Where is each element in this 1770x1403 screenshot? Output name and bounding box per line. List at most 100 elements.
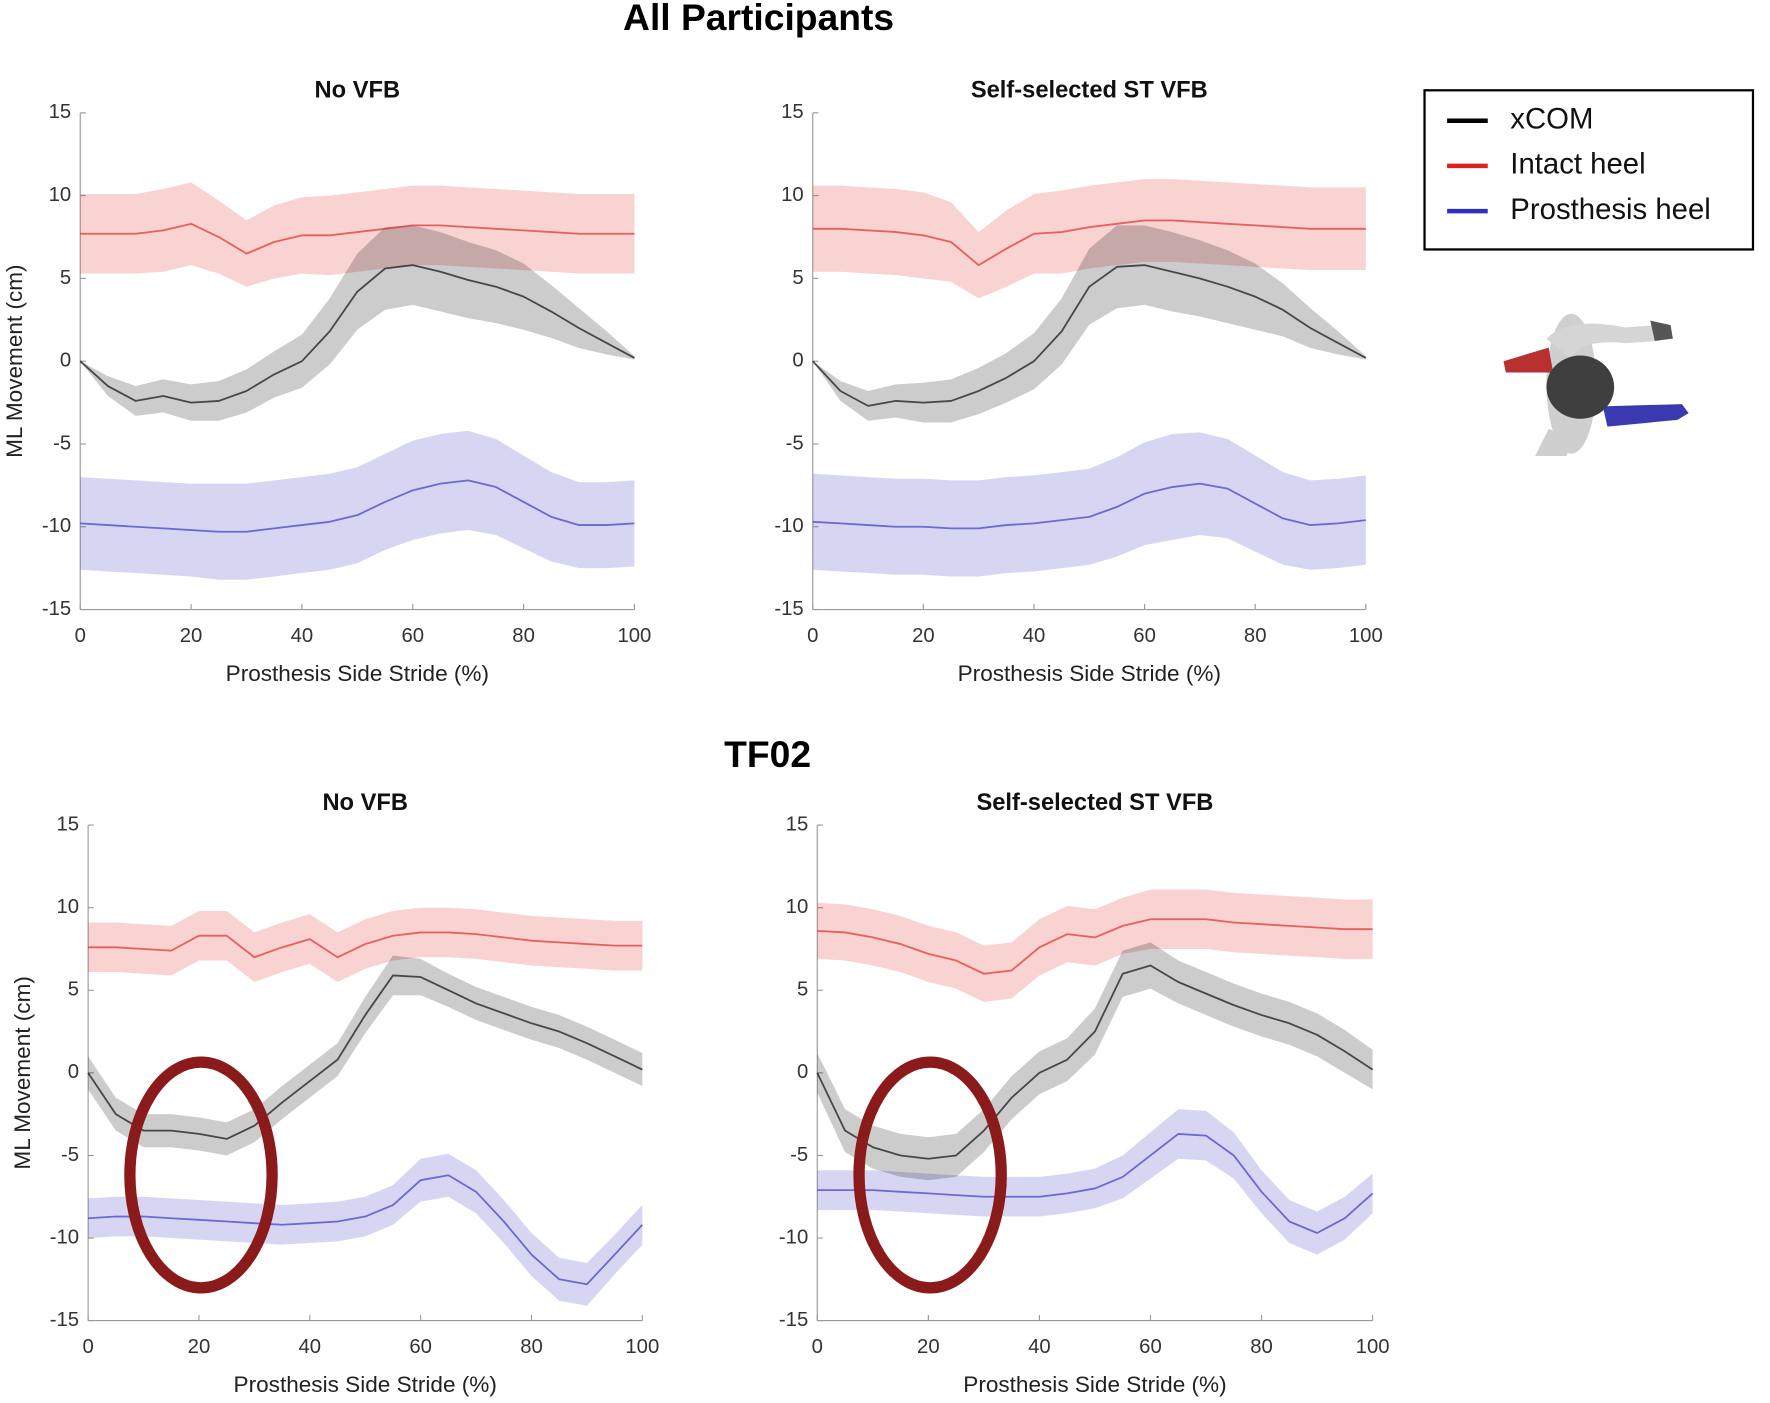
x-axis-label: Prosthesis Side Stride (%): [963, 1372, 1226, 1397]
subplot-title: No VFB: [322, 790, 408, 816]
icon-hand: [1650, 320, 1673, 341]
mean-line: [88, 1174, 643, 1286]
y-tick-label: -15: [779, 1309, 808, 1331]
y-tick-label: -10: [42, 515, 71, 537]
y-tick-label: 10: [57, 896, 80, 918]
x-tick-label: 80: [1244, 625, 1267, 647]
x-tick-label: 0: [807, 625, 818, 647]
y-tick-label: 5: [60, 267, 71, 289]
icon-head: [1546, 355, 1615, 419]
x-tick-label: 80: [1250, 1336, 1273, 1358]
x-tick-label: 60: [409, 1336, 432, 1358]
sd-band: [812, 432, 1366, 577]
mean-line: [812, 219, 1366, 267]
sd-band: [817, 942, 1373, 1181]
y-tick-label: 15: [57, 813, 80, 835]
y-tick-label: 5: [792, 267, 803, 289]
subplot: -15 -10 -5 0 5 10 15 0 20 40 60 80 100 No VFB Prosthes…: [2, 78, 652, 686]
y-tick-label: -5: [786, 432, 804, 454]
x-tick-label: 100: [1349, 625, 1383, 647]
icon-intact-leg: [1503, 347, 1554, 373]
y-tick-label: 15: [49, 101, 72, 123]
sd-band: [817, 1109, 1373, 1255]
y-tick-label: -15: [50, 1309, 79, 1331]
legend-box: [1423, 89, 1755, 251]
x-tick-label: 40: [299, 1336, 322, 1358]
x-tick-label: 40: [1028, 1336, 1051, 1358]
y-tick-label: -5: [790, 1144, 808, 1166]
y-tick-label: -10: [50, 1226, 79, 1248]
legend-label: Prosthesis heel: [1510, 193, 1711, 226]
section-title: TF02: [724, 733, 811, 775]
y-tick-label: 5: [797, 979, 808, 1001]
x-tick-label: 20: [912, 625, 935, 647]
x-tick-label: 40: [1023, 625, 1046, 647]
x-tick-label: 0: [812, 1336, 823, 1358]
sd-band: [817, 889, 1373, 1002]
y-tick-label: 5: [68, 979, 79, 1001]
x-tick-label: 0: [75, 625, 86, 647]
subplot-title: No VFB: [315, 78, 401, 104]
y-tick-label: 10: [781, 184, 804, 206]
x-tick-label: 60: [1139, 1336, 1162, 1358]
sd-band: [812, 225, 1366, 423]
sd-band: [88, 1153, 643, 1306]
mean-line: [817, 1133, 1374, 1234]
x-tick-label: 80: [520, 1336, 543, 1358]
sd-band: [80, 225, 635, 421]
mean-line: [80, 222, 635, 255]
mean-line: [79, 264, 635, 404]
subplot-title: Self-selected ST VFB: [971, 78, 1208, 104]
y-tick-label: 0: [60, 350, 71, 372]
x-tick-label: 100: [1356, 1336, 1390, 1358]
x-tick-label: 40: [291, 625, 314, 647]
mean-line: [88, 931, 643, 959]
x-tick-label: 60: [401, 625, 424, 647]
y-tick-label: 15: [786, 813, 809, 835]
x-tick-label: 100: [625, 1336, 659, 1358]
legend-label: Intact heel: [1510, 148, 1645, 181]
y-tick-label: -5: [53, 432, 71, 454]
y-tick-label: 0: [792, 350, 803, 372]
x-axis-label: Prosthesis Side Stride (%): [226, 661, 489, 686]
y-tick-label: -15: [774, 598, 803, 620]
mean-line: [816, 964, 1374, 1160]
mean-line: [87, 974, 643, 1140]
sd-band: [812, 179, 1366, 299]
subplot: -15 -10 -5 0 5 10 15 0 20 40 60 80 100 No VFB Prosthes…: [10, 790, 660, 1397]
y-tick-label: 0: [797, 1061, 808, 1083]
icon-arm: [1546, 323, 1660, 359]
subplot: -15 -10 -5 0 5 10 15 0 20 40 60 80 100 Self-selected …: [774, 78, 1382, 686]
x-tick-label: 80: [512, 625, 535, 647]
x-axis-label: Prosthesis Side Stride (%): [958, 661, 1221, 686]
annotations: [124, 1056, 1007, 1294]
y-axis-label: ML Movement (cm): [2, 264, 27, 457]
sd-band: [88, 955, 643, 1156]
x-axis-label: Prosthesis Side Stride (%): [234, 1372, 497, 1397]
mean-line: [817, 918, 1373, 975]
x-tick-label: 20: [917, 1336, 940, 1358]
x-tick-label: 20: [180, 625, 203, 647]
icon-prosthesis-leg: [1602, 404, 1689, 427]
y-tick-label: -15: [42, 598, 71, 620]
y-tick-label: 15: [781, 101, 804, 123]
sd-band: [80, 430, 635, 580]
x-tick-label: 0: [82, 1336, 93, 1358]
y-tick-label: 10: [49, 184, 72, 206]
y-axis-label: ML Movement (cm): [10, 976, 35, 1169]
x-tick-label: 60: [1133, 625, 1156, 647]
subplot: -15 -10 -5 0 5 10 15 0 20 40 60 80 100 Self-selected …: [779, 790, 1390, 1397]
mean-line: [80, 479, 635, 533]
legend: xCOM Intact heel Prosthesis heel: [1423, 89, 1755, 251]
y-tick-label: -10: [779, 1226, 808, 1248]
mean-line: [812, 264, 1367, 407]
y-tick-label: 0: [68, 1061, 79, 1083]
y-tick-label: 10: [786, 896, 809, 918]
x-tick-label: 20: [188, 1336, 211, 1358]
section-title: All Participants: [623, 0, 894, 38]
legend-label: xCOM: [1510, 103, 1593, 136]
body-icon: [1503, 313, 1689, 457]
subplot-title: Self-selected ST VFB: [976, 790, 1213, 816]
